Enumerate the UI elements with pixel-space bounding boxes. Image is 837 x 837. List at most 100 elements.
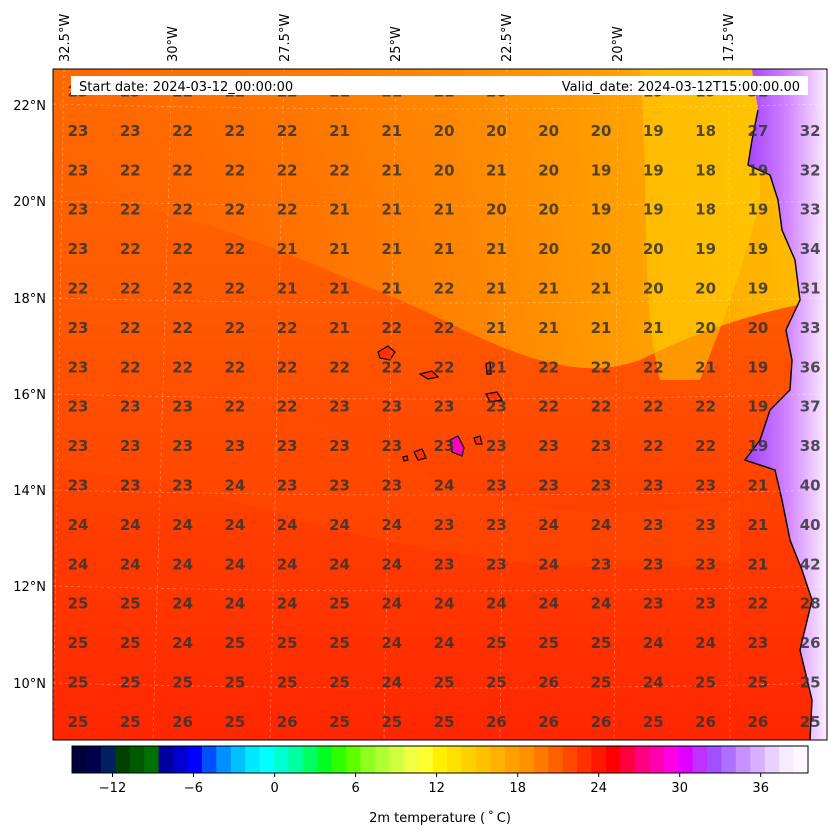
grid-value: 25 [329, 595, 350, 613]
grid-value: 24 [591, 516, 612, 534]
colorbar-cells [72, 746, 809, 773]
grid-value: 25 [224, 713, 245, 731]
grid-value: 25 [120, 634, 141, 652]
colorbar-cell [288, 746, 304, 773]
grid-value: 22 [434, 280, 455, 298]
grid-value: 23 [329, 477, 350, 495]
grid-value: 23 [643, 477, 664, 495]
grid-value: 19 [747, 358, 768, 376]
colorbar: −12 −6 0 6 12 18 24 30 36 2m temperature ( ˚ C) [71, 745, 809, 826]
grid-value: 23 [120, 398, 141, 416]
grid-value: 23 [120, 437, 141, 455]
meridian-20w [613, 69, 619, 740]
lon-label-27-5w: 27.5°W [278, 14, 293, 62]
grid-value: 24 [224, 555, 245, 573]
colorbar-cell [115, 746, 131, 773]
grid-value: 24 [277, 595, 298, 613]
grid-value: 21 [486, 161, 507, 179]
colorbar-tick-label: 36 [752, 781, 769, 796]
colorbar-cell [432, 746, 448, 773]
grid-value: 24 [381, 516, 402, 534]
colorbar-cell [663, 746, 679, 773]
grid-value: 23 [120, 122, 141, 140]
grid-value: 24 [68, 516, 89, 534]
grid-value: 21 [591, 319, 612, 337]
grid-value: 21 [747, 516, 768, 534]
cape-verde-islands [377, 345, 503, 462]
lat-label-10n: 10°N [13, 677, 46, 692]
meridian-32-5w [53, 69, 65, 740]
lat-label-14n: 14°N [13, 484, 46, 499]
grid-value: 22 [591, 358, 612, 376]
grid-value: 22 [434, 319, 455, 337]
grid-value: 21 [486, 319, 507, 337]
grid-value: 23 [643, 595, 664, 613]
colorbar-cell [706, 746, 723, 773]
grid-value: 28 [800, 595, 821, 613]
grid-value: 20 [434, 161, 455, 179]
grid-value: 40 [800, 477, 821, 495]
grid-value: 21 [329, 240, 350, 258]
grid-value: 25 [329, 713, 350, 731]
colorbar-cell [519, 746, 535, 773]
colorbar-cell [577, 746, 593, 773]
grid-value: 23 [486, 555, 507, 573]
grid-value: 21 [381, 161, 402, 179]
grid-value: 19 [695, 240, 716, 258]
grid-value: 22 [329, 161, 350, 179]
colorbar-cell [187, 746, 203, 773]
colorbar-tick-label: 30 [671, 781, 688, 796]
colorbar-cell [793, 746, 809, 773]
colorbar-cell [100, 746, 116, 773]
colorbar-cell [504, 746, 520, 773]
colorbar-cell [548, 746, 564, 773]
colorbar-cell [750, 746, 766, 773]
grid-value: 25 [381, 713, 402, 731]
grid-value: 24 [434, 634, 455, 652]
grid-value: 23 [381, 437, 402, 455]
colorbar-cell [692, 746, 708, 773]
colorbar-cell [375, 746, 391, 773]
island-santo-antao [377, 345, 396, 361]
lat-label-22n: 22°N [13, 99, 46, 114]
grid-value: 25 [277, 634, 298, 652]
colorbar-cell [129, 746, 145, 773]
lon-label-20w: 20°W [611, 26, 626, 62]
grid-value: 23 [68, 398, 89, 416]
lat-label-16n: 16°N [13, 388, 46, 403]
grid-value: 23 [486, 437, 507, 455]
grid-value: 22 [277, 161, 298, 179]
grid-value: 22 [224, 398, 245, 416]
grid-value: 19 [747, 437, 768, 455]
grid-value: 24 [381, 595, 402, 613]
colorbar-cell [764, 746, 780, 773]
grid-value: 22 [277, 358, 298, 376]
grid-value: 24 [434, 477, 455, 495]
lat-label-20n: 20°N [13, 195, 46, 210]
grid-value: 23 [277, 437, 298, 455]
grid-value: 22 [538, 398, 559, 416]
grid-value: 20 [538, 161, 559, 179]
longitude-labels: 32.5°W 30°W 27.5°W 25°W 22.5°W 20°W 17.5… [58, 14, 737, 62]
grid-value: 23 [486, 398, 507, 416]
colorbar-label: 2m temperature ( ˚ C) [369, 810, 511, 826]
grid-value: 25 [434, 674, 455, 692]
lon-label-32-5w: 32.5°W [58, 14, 73, 62]
colorbar-tick-label: 12 [428, 781, 445, 796]
map-frame [52, 68, 828, 741]
grid-value: 23 [68, 161, 89, 179]
grid-value: 25 [172, 674, 193, 692]
grid-value: 22 [172, 280, 193, 298]
meridian-17-5w [728, 69, 731, 740]
grid-value: 24 [277, 555, 298, 573]
grid-value: 23 [434, 437, 455, 455]
grid-value: 23 [538, 437, 559, 455]
grid-value: 23 [486, 516, 507, 534]
grid-value: 25 [643, 713, 664, 731]
colorbar-cell [476, 746, 492, 773]
grid-value: 26 [695, 713, 716, 731]
grid-value: 19 [591, 201, 612, 219]
colorbar-cell [447, 746, 463, 773]
grid-value: 22 [224, 161, 245, 179]
grid-value: 22 [224, 280, 245, 298]
